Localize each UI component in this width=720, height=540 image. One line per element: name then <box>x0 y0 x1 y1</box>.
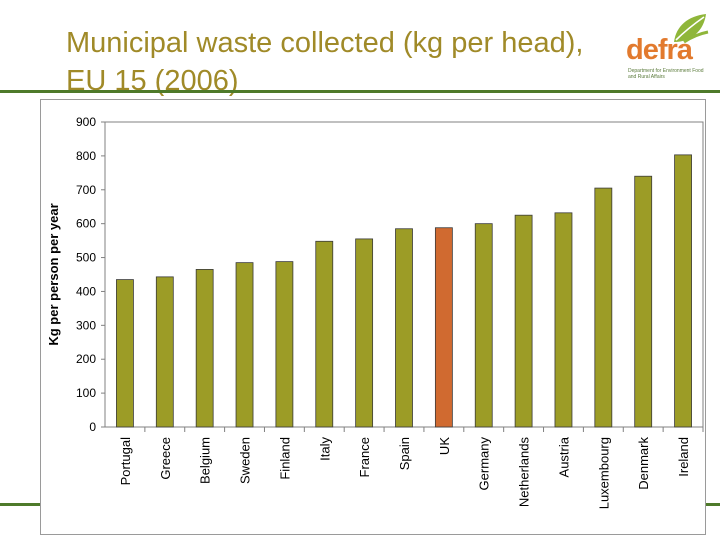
bar-netherlands <box>514 214 533 428</box>
bar-germany <box>474 223 493 428</box>
logo-wordmark: defra <box>626 34 693 66</box>
x-tick-label: Denmark <box>636 437 651 490</box>
bar-greece <box>155 276 174 428</box>
slide-title: Municipal waste collected (kg per head),… <box>66 27 584 97</box>
x-tick-label: Netherlands <box>517 437 532 508</box>
footer-rule-left <box>0 503 40 506</box>
bar-chart: 0 100 200 300 400 500 600 700 800 900 Kg per perso… <box>46 115 704 509</box>
x-tick-label: Ireland <box>676 437 691 477</box>
bar-portugal <box>116 279 134 428</box>
header-rule <box>0 90 720 93</box>
y-tick-label: 200 <box>76 352 96 366</box>
bar-italy <box>315 240 334 428</box>
x-tick-label: Luxembourg <box>596 437 611 509</box>
bar-finland <box>275 261 294 428</box>
y-tick-label: 800 <box>76 149 96 163</box>
logo-tagline: Department for Environment Food and Rura… <box>628 68 704 80</box>
y-axis-title: Kg per person per year <box>46 203 61 345</box>
bar-austria <box>554 212 573 428</box>
chart-frame: 0 100 200 300 400 500 600 700 800 900 Kg per perso… <box>40 99 706 535</box>
footer-rule-right <box>706 503 720 506</box>
bar-denmark <box>634 175 653 428</box>
y-tick-label: 0 <box>89 420 96 434</box>
y-tick-label: 700 <box>76 183 96 197</box>
y-tick-label: 400 <box>76 284 96 298</box>
bar-france <box>355 238 374 428</box>
y-tick-label: 300 <box>76 318 96 332</box>
x-tick-label: Finland <box>277 437 292 480</box>
bar-sweden <box>235 262 254 428</box>
x-tick-label: France <box>357 437 372 477</box>
defra-logo: defra Department for Environment Food an… <box>618 8 718 88</box>
x-tick-label: Greece <box>158 437 173 480</box>
x-tick-label: Belgium <box>198 437 213 484</box>
x-tick-label: UK <box>437 437 452 455</box>
bar-luxembourg <box>594 187 613 428</box>
x-tick-label: Sweden <box>238 437 253 484</box>
y-tick-label: 100 <box>76 386 96 400</box>
bar-ireland <box>674 154 692 428</box>
y-tick-label: 900 <box>76 115 96 129</box>
x-tick-label: Germany <box>477 437 492 491</box>
y-tick-label: 500 <box>76 251 96 265</box>
bar-belgium <box>195 269 214 428</box>
bar-uk <box>434 227 453 428</box>
y-tick-label: 600 <box>76 217 96 231</box>
leaf-icon <box>674 14 709 44</box>
x-tick-label: Austria <box>556 436 571 477</box>
x-tick-label: Spain <box>397 437 412 470</box>
bar-spain <box>395 228 413 428</box>
x-tick-label: Italy <box>317 437 332 461</box>
x-tick-label: Portugal <box>118 437 133 486</box>
